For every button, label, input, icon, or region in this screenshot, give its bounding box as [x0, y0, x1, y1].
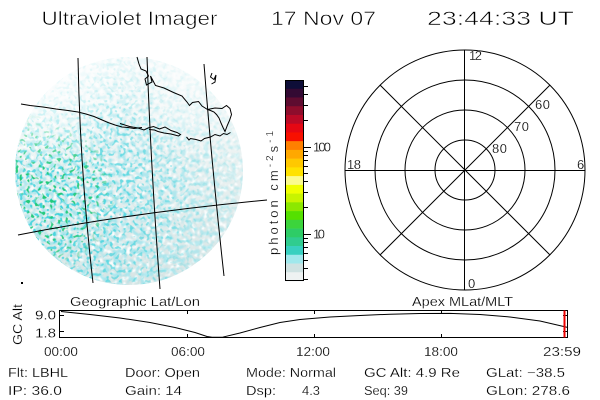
- svg-text:00:00: 00:00: [44, 344, 78, 359]
- svg-text:6: 6: [577, 157, 584, 172]
- svg-text:17 Nov 07: 17 Nov 07: [271, 9, 376, 30]
- svg-text:Apex MLat/MLT: Apex MLat/MLT: [412, 294, 513, 309]
- svg-text:Gain: 14: Gain: 14: [125, 383, 182, 398]
- svg-text:Flt: LBHL: Flt: LBHL: [8, 365, 68, 380]
- svg-text:10: 10: [313, 227, 325, 242]
- svg-text:0: 0: [468, 276, 475, 291]
- svg-text:4.3: 4.3: [302, 383, 320, 398]
- svg-text:GC Alt: GC Alt: [10, 304, 25, 345]
- svg-text:photon cm-2s-1: photon cm-2s-1: [265, 128, 281, 255]
- svg-text:Dsp:: Dsp:: [246, 383, 276, 398]
- svg-text:18: 18: [347, 157, 361, 172]
- svg-text:GLat: −38.5: GLat: −38.5: [486, 365, 565, 380]
- svg-text:70: 70: [514, 119, 529, 134]
- svg-text:12: 12: [469, 48, 482, 63]
- svg-text:100: 100: [313, 140, 331, 155]
- svg-text:Seq: 39: Seq: 39: [364, 383, 408, 398]
- svg-text:Mode: Normal: Mode: Normal: [246, 365, 336, 380]
- svg-text:Ultraviolet Imager: Ultraviolet Imager: [42, 9, 219, 30]
- svg-text:12:00: 12:00: [296, 344, 330, 359]
- svg-text:60: 60: [535, 97, 550, 112]
- svg-text:IP: 36.0: IP: 36.0: [8, 383, 62, 398]
- svg-text:06:00: 06:00: [171, 344, 205, 359]
- svg-text:18:00: 18:00: [424, 344, 458, 359]
- svg-text:Geographic Lat/Lon: Geographic Lat/Lon: [70, 294, 200, 309]
- svg-text:23:44:33 UT: 23:44:33 UT: [427, 9, 575, 30]
- svg-text:1.8: 1.8: [35, 326, 56, 341]
- svg-text:Door: Open: Door: Open: [125, 365, 200, 380]
- svg-text:80: 80: [492, 141, 507, 156]
- svg-text:GLon: 278.6: GLon: 278.6: [486, 383, 570, 398]
- svg-text:23:59: 23:59: [543, 344, 581, 359]
- svg-text:9.0: 9.0: [35, 308, 56, 323]
- svg-text:GC Alt: 4.9 Re: GC Alt: 4.9 Re: [364, 365, 460, 380]
